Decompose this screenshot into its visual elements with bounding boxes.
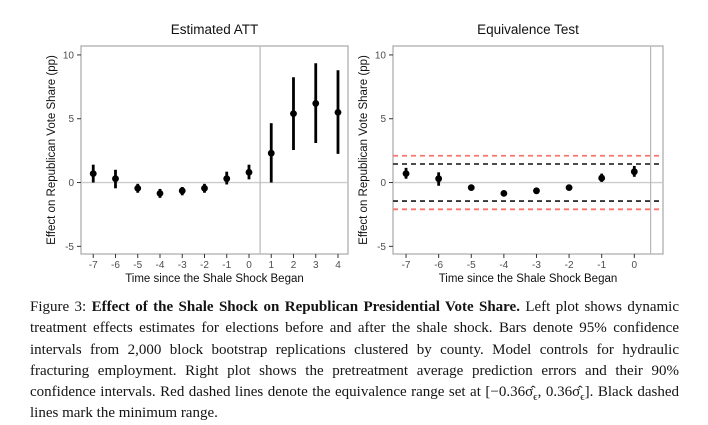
estimate-point xyxy=(565,184,573,192)
x-tick-label: -7 xyxy=(89,260,98,271)
x-tick-label: 4 xyxy=(335,260,341,271)
estimate-point xyxy=(178,187,186,195)
caption-title: Effect of the Shale Shock on Republican … xyxy=(91,299,520,315)
x-tick-label: -1 xyxy=(597,260,606,271)
x-tick-label: 1 xyxy=(268,260,274,271)
x-tick-label: 2 xyxy=(291,260,297,271)
x-tick-label: -4 xyxy=(156,260,165,271)
x-tick-label: -5 xyxy=(133,260,142,271)
estimate-point xyxy=(467,184,475,192)
caption-epsilon-sub-1: ϵ xyxy=(533,391,538,404)
estimate-point xyxy=(112,175,119,183)
x-tick-label: -2 xyxy=(200,260,209,271)
estimate-point xyxy=(630,168,638,176)
x-tick-label: -3 xyxy=(532,260,541,271)
y-tick-label: 5 xyxy=(380,114,386,125)
estimate-point xyxy=(500,189,508,197)
y-tick-label: 10 xyxy=(375,50,387,61)
y-axis-label: Effect on Republican Vote Share (pp) xyxy=(46,55,58,245)
estimate-point xyxy=(290,110,297,118)
plot-title: Equivalence Test xyxy=(477,22,579,37)
estimate-point xyxy=(134,184,142,192)
y-tick-label: 0 xyxy=(380,178,386,189)
estimate-point xyxy=(402,170,410,178)
estimate-point xyxy=(533,187,540,195)
plot-title: Estimated ATT xyxy=(171,22,259,37)
estimate-point xyxy=(334,108,342,116)
event-study-plots-svg: -5 0 5 10 -7 -6 -5 -4 -3 -2 -1 0 1 2 3 4 Estimated ATT Ti… xyxy=(46,22,664,285)
y-tick-label: -5 xyxy=(65,242,74,253)
figure-plots-area: -5 0 5 10 -7 -6 -5 -4 -3 -2 -1 0 1 2 3 4 Estimated ATT Ti… xyxy=(46,22,664,285)
panel-border xyxy=(80,45,349,255)
caption-body-2: , 0.36σ̂ xyxy=(537,384,581,401)
caption-figure-label: Figure 3: xyxy=(30,299,92,315)
x-tick-label: -2 xyxy=(565,260,574,271)
estimate-point xyxy=(156,189,164,197)
x-tick-label: -3 xyxy=(178,260,187,271)
x-tick-label: -7 xyxy=(402,260,411,271)
y-tick-label: 5 xyxy=(68,114,74,125)
y-tick-label: -5 xyxy=(377,242,386,253)
y-axis-label: Effect on Republican Vote Share (pp) xyxy=(358,55,370,245)
estimate-point xyxy=(598,174,606,182)
caption-body-3: ]. Black dashed lines mark the minimum r… xyxy=(30,384,679,422)
estimate-point xyxy=(435,175,443,183)
caption-body-1: Left plot shows dynamic treatment effect… xyxy=(30,299,679,401)
estimate-point xyxy=(267,149,275,157)
estimate-point xyxy=(223,175,231,183)
figure-caption: Figure 3: Effect of the Shale Shock on R… xyxy=(30,297,679,425)
x-tick-label: -6 xyxy=(111,260,120,271)
y-tick-label: 0 xyxy=(68,178,74,189)
x-tick-label: 0 xyxy=(246,260,252,271)
estimate-point xyxy=(201,184,208,192)
estimate-point xyxy=(245,168,253,176)
panel-border xyxy=(392,45,664,255)
estimate-point xyxy=(312,100,320,107)
caption-epsilon-sub-2: ϵ xyxy=(580,391,585,404)
y-tick-label: 10 xyxy=(63,50,75,61)
x-tick-label: -6 xyxy=(434,260,443,271)
x-tick-label: -5 xyxy=(467,260,476,271)
x-axis-label: Time since the Shale Shock Began xyxy=(125,273,304,285)
x-tick-label: -1 xyxy=(222,260,231,271)
estimate-point xyxy=(89,170,97,178)
x-axis-label: Time since the Shale Shock Began xyxy=(439,273,618,285)
x-tick-label: -4 xyxy=(499,260,508,271)
x-tick-label: 3 xyxy=(313,260,319,271)
x-tick-label: 0 xyxy=(632,260,638,271)
